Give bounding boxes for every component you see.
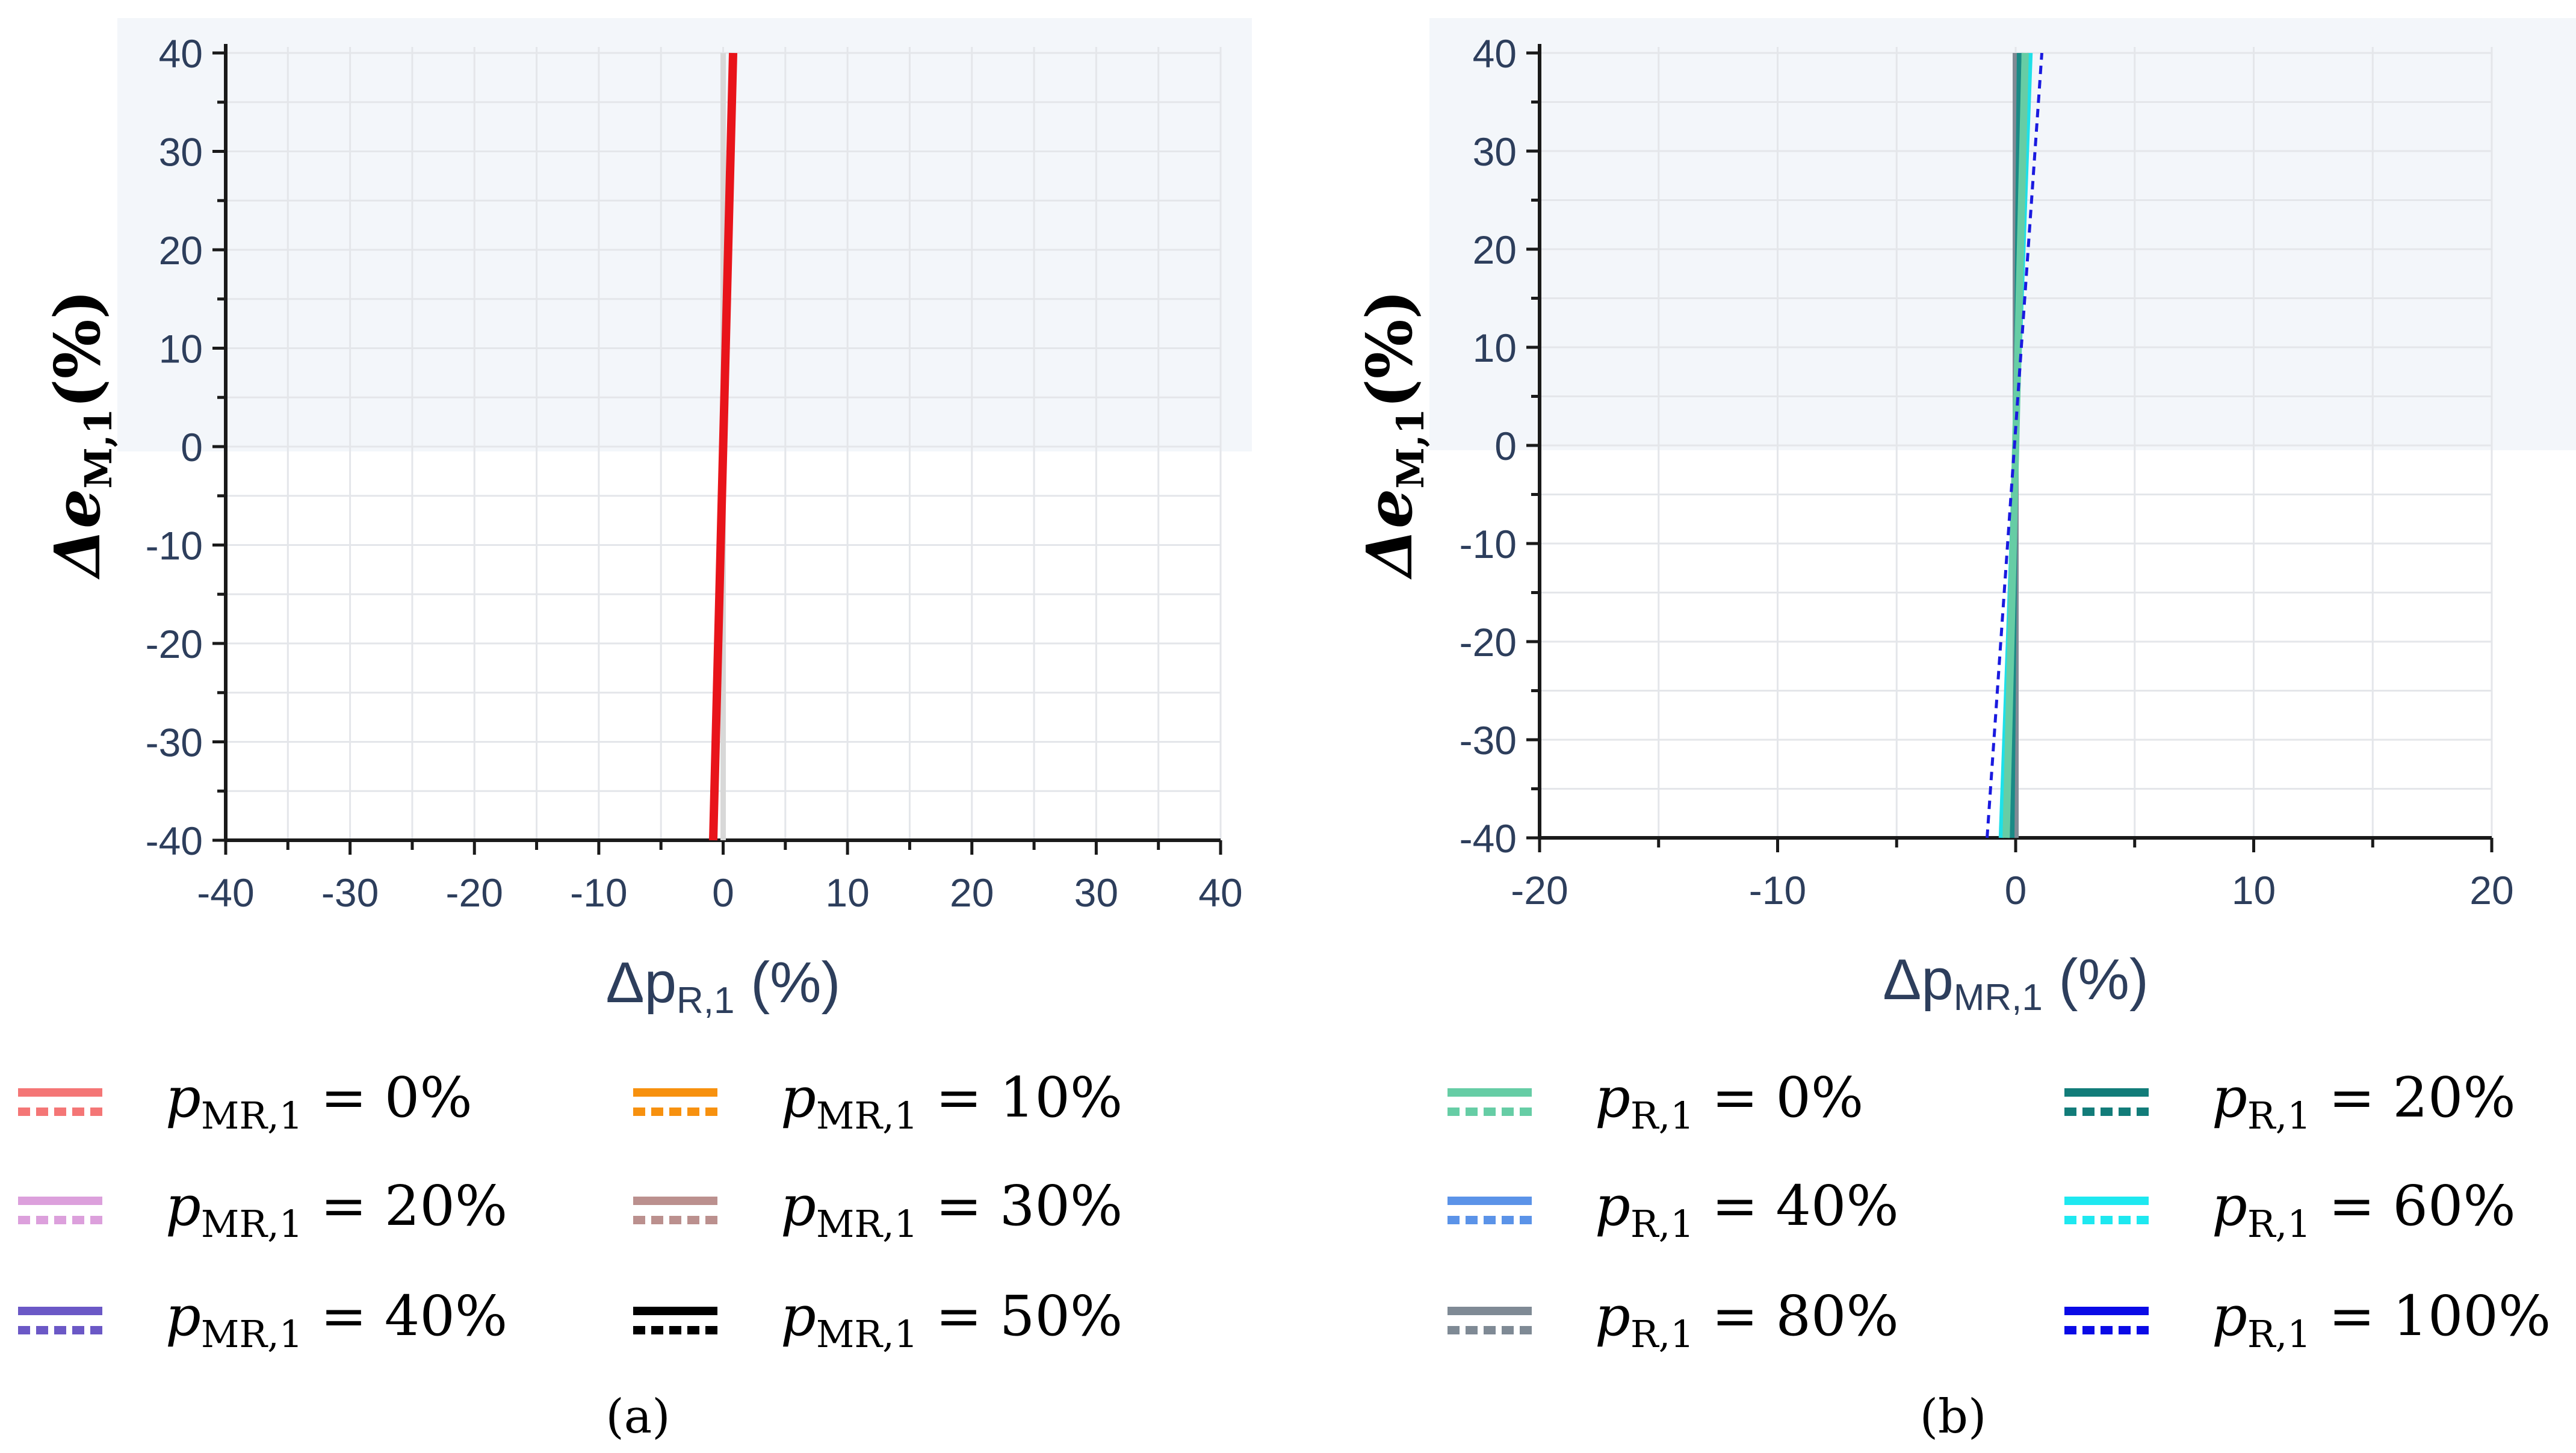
legend-item: pMR,1 = 30%: [633, 1174, 1122, 1246]
legend-label: pR,1 = 20%: [2212, 1065, 2516, 1138]
legend-label: pMR,1 = 30%: [781, 1174, 1122, 1246]
y-axis-title: ΔeM,1(%): [1352, 290, 1432, 580]
legend-label: pR,1 = 40%: [1595, 1174, 1899, 1246]
y-tick-label: -10: [146, 524, 203, 568]
legend-label: pR,1 = 0%: [1595, 1065, 1863, 1138]
x-tick-label: -40: [197, 870, 254, 915]
legend-item: pMR,1 = 40%: [18, 1284, 507, 1356]
shaded-region: [117, 18, 1252, 451]
legend-item: pR,1 = 100%: [2064, 1284, 2551, 1356]
y-tick-label: 10: [1473, 326, 1517, 370]
y-tick-label: -40: [146, 819, 203, 863]
legend-label: pMR,1 = 40%: [166, 1284, 507, 1356]
panel-b-caption: (b): [1920, 1390, 1987, 1444]
panel-b-chart: 40 30 20 10 0 -10 -20 -30 -40 -20 -10 0 10 20 ΔpMR,1 (…: [1352, 18, 2576, 1018]
y-tick-label: 30: [1473, 129, 1517, 174]
legend-item: pMR,1 = 0%: [18, 1065, 472, 1138]
y-tick-label: -30: [146, 720, 203, 765]
legend-label: pR,1 = 60%: [2212, 1174, 2516, 1246]
legend-label: pMR,1 = 20%: [166, 1174, 507, 1246]
x-tick-label: 0: [2005, 868, 2027, 912]
legend-item: pMR,1 = 50%: [633, 1284, 1122, 1356]
x-tick-label: 30: [1074, 870, 1118, 915]
x-tick-label: -10: [570, 870, 627, 915]
legend-label: pMR,1 = 0%: [166, 1065, 472, 1138]
series-line: [1986, 52, 2043, 838]
y-tick-label: 20: [159, 228, 203, 273]
y-tick-label: 0: [181, 425, 203, 469]
x-tick-label: -20: [1511, 868, 1568, 912]
legend-item: pR,1 = 0%: [1447, 1065, 1863, 1138]
y-tick-label: -20: [1460, 620, 1517, 665]
y-tick-label: 20: [1473, 228, 1517, 272]
x-tick-label: -30: [321, 870, 379, 915]
legend-label: pR,1 = 100%: [2212, 1284, 2551, 1356]
legend-item: pR,1 = 40%: [1447, 1174, 1899, 1246]
panel-a-chart: 40 30 20 10 0 -10 -20 -30 -40 -40 -30 -20 -10 0 10 20 30…: [40, 18, 1252, 1021]
legend-item: pMR,1 = 10%: [633, 1065, 1122, 1138]
x-axis-title: ΔpR,1 (%): [606, 950, 841, 1021]
y-tick-label: 30: [159, 130, 203, 175]
panel-a-legend: pMR,1 = 0% pMR,1 = 10% pMR,1 = 20% pMR,1 = …: [18, 1065, 1122, 1356]
x-tick-label: 0: [712, 870, 734, 915]
x-tick-label: 10: [2232, 868, 2276, 912]
legend-label: pR,1 = 80%: [1595, 1284, 1899, 1356]
y-tick-label: -30: [1460, 718, 1517, 763]
panel-b-legend: pR,1 = 0% pR,1 = 20% pR,1 = 40% pR,1 = 60% p…: [1447, 1065, 2551, 1356]
x-tick-label: -20: [446, 870, 503, 915]
y-tick-label: -20: [146, 622, 203, 666]
x-tick-label: 10: [825, 870, 869, 915]
panel-a-caption: (a): [605, 1390, 670, 1444]
y-tick-label: 10: [159, 327, 203, 371]
y-tick-label: 40: [159, 31, 203, 76]
x-tick-label: 40: [1198, 870, 1242, 915]
series-line: [708, 52, 738, 841]
legend-item: pR,1 = 60%: [2064, 1174, 2516, 1246]
x-tick-label: 20: [950, 870, 994, 915]
y-axis-title: ΔeM,1(%): [40, 290, 120, 580]
x-axis-title: ΔpMR,1 (%): [1883, 947, 2149, 1018]
legend-item: pMR,1 = 20%: [18, 1174, 507, 1246]
y-tick-label: -10: [1460, 522, 1517, 566]
legend-label: pMR,1 = 10%: [781, 1065, 1122, 1138]
x-tick-label: 20: [2469, 868, 2513, 912]
legend-label: pMR,1 = 50%: [781, 1284, 1122, 1356]
x-tick-label: -10: [1749, 868, 1806, 912]
shaded-region: [1429, 18, 2576, 450]
y-tick-label: -40: [1460, 816, 1517, 861]
legend-item: pR,1 = 80%: [1447, 1284, 1899, 1356]
y-tick-label: 40: [1473, 31, 1517, 76]
y-tick-label: 0: [1494, 424, 1517, 468]
legend-item: pR,1 = 20%: [2064, 1065, 2516, 1138]
